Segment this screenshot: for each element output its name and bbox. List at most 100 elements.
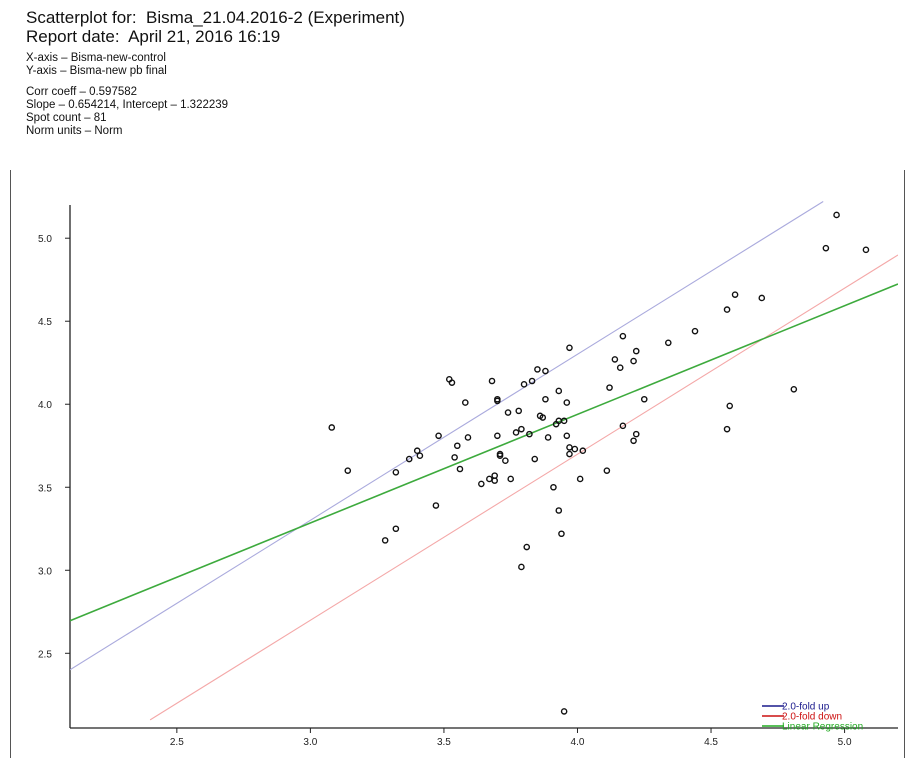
data-point [630, 437, 637, 445]
legend-label: Linear Regression [782, 722, 863, 733]
data-point [630, 357, 637, 365]
data-point [560, 708, 568, 715]
data-point [502, 457, 509, 464]
report-header: Scatterplot for: Bisma_21.04.2016-2 (Exp… [26, 8, 405, 138]
data-point [531, 455, 539, 463]
data-point [758, 294, 766, 302]
data-point [491, 477, 498, 484]
data-point [518, 425, 525, 433]
corr-coeff: Corr coeff – 0.597582 [26, 86, 138, 98]
data-point [435, 432, 442, 440]
fold-up-line [70, 201, 824, 671]
frame-left-border [10, 170, 11, 758]
x-tick-label: 3.5 [437, 737, 451, 748]
data-point [566, 444, 573, 451]
data-point [640, 395, 648, 403]
data-point [822, 244, 830, 252]
data-point [504, 409, 512, 416]
x-tick-label: 2.5 [170, 737, 184, 748]
data-point [731, 291, 739, 298]
data-point [528, 377, 536, 385]
data-point [691, 327, 699, 335]
data-point [555, 387, 563, 395]
data-point [520, 381, 528, 388]
data-point [478, 480, 485, 488]
spot-count: Spot count – 81 [26, 112, 107, 124]
data-point [566, 344, 573, 352]
legend-label: 2.0-fold up [782, 702, 830, 713]
x-axis-description: X-axis – Bisma-new-control [26, 52, 166, 64]
data-point [392, 469, 400, 476]
y-tick-label: 2.5 [38, 649, 52, 660]
data-point [486, 475, 493, 483]
y-tick-label: 3.5 [38, 483, 52, 494]
data-point [488, 377, 496, 385]
slope-intercept: Slope – 0.654214, Intercept – 1.322239 [26, 99, 229, 111]
data-point [571, 445, 579, 453]
data-point [619, 332, 627, 340]
data-point [606, 384, 613, 391]
y-tick-label: 4.5 [38, 317, 52, 328]
data-point [632, 347, 640, 355]
legend-label: 2.0-fold down [782, 712, 842, 723]
data-point [413, 447, 421, 455]
data-point [542, 367, 549, 375]
data-point [507, 475, 515, 483]
data-point [563, 432, 571, 440]
data-point [456, 465, 464, 473]
data-point [512, 429, 520, 436]
data-point [603, 467, 611, 474]
data-point [555, 507, 563, 514]
data-point [523, 543, 531, 551]
y-axis-description: Y-axis – Bisma-new pb final [26, 65, 167, 77]
data-point [550, 483, 557, 491]
data-point [496, 452, 504, 460]
data-point [432, 502, 440, 509]
data-point [726, 402, 734, 410]
report-date: Report date: April 21, 2016 16:19 [26, 27, 281, 46]
data-point [416, 452, 424, 460]
data-point [611, 356, 619, 363]
data-point [328, 424, 336, 431]
data-point [526, 430, 533, 438]
data-point [723, 425, 731, 433]
data-point [790, 385, 798, 393]
data-point [405, 455, 413, 463]
data-point [448, 379, 456, 386]
data-point [616, 364, 624, 372]
data-point [518, 563, 525, 571]
frame-right-border [904, 170, 905, 758]
data-point [576, 475, 584, 483]
data-point [462, 399, 469, 406]
data-point [632, 430, 640, 438]
data-point [534, 366, 541, 373]
data-point [494, 395, 501, 403]
data-point [539, 414, 547, 421]
data-point [833, 211, 840, 219]
y-tick-label: 4.0 [38, 400, 52, 411]
data-point [544, 434, 552, 441]
data-point [723, 306, 731, 313]
fold-down-line [149, 254, 898, 721]
y-tick-label: 5.0 [38, 234, 52, 245]
data-point [515, 407, 523, 415]
data-point [453, 442, 461, 450]
data-point [619, 422, 627, 430]
linear-regression-line [70, 283, 898, 622]
x-tick-label: 4.0 [571, 737, 585, 748]
y-tick-label: 3.0 [38, 566, 52, 577]
data-point [381, 537, 389, 544]
x-tick-label: 4.5 [704, 737, 718, 748]
data-point [464, 434, 472, 441]
data-point [862, 246, 870, 254]
report-title: Scatterplot for: Bisma_21.04.2016-2 (Exp… [26, 8, 405, 27]
x-tick-label: 3.0 [303, 737, 317, 748]
norm-units: Norm units – Norm [26, 125, 123, 137]
data-point [664, 339, 672, 347]
data-point [579, 447, 587, 455]
data-point [563, 399, 571, 406]
data-point [560, 417, 568, 425]
data-point [392, 525, 400, 533]
data-point [494, 432, 501, 440]
data-point [542, 395, 549, 403]
